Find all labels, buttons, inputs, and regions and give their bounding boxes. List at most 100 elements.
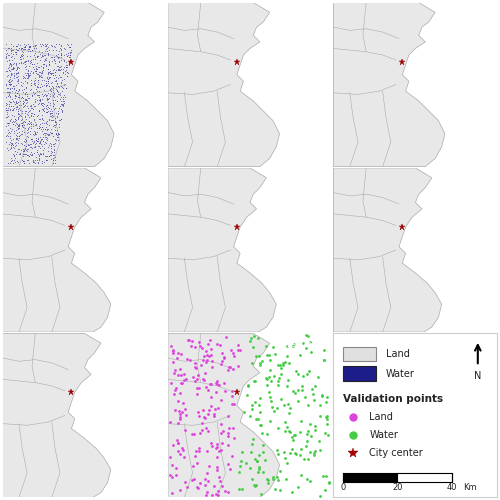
Point bbox=[214, 448, 222, 456]
Point bbox=[60, 74, 68, 82]
Point bbox=[32, 130, 40, 138]
Point bbox=[12, 70, 20, 78]
Point bbox=[24, 151, 32, 159]
Point bbox=[32, 62, 40, 70]
Point bbox=[6, 144, 14, 152]
Point bbox=[57, 115, 65, 123]
Point bbox=[48, 109, 56, 117]
Point bbox=[22, 124, 30, 132]
Point bbox=[271, 350, 279, 358]
Point bbox=[174, 446, 182, 454]
Point bbox=[47, 150, 55, 158]
Text: 23-04-21: 23-04-21 bbox=[286, 174, 327, 184]
Point bbox=[192, 364, 200, 372]
Point bbox=[7, 62, 15, 70]
Point bbox=[248, 359, 256, 367]
Point bbox=[24, 156, 32, 164]
Point bbox=[45, 104, 53, 112]
Point bbox=[25, 44, 33, 52]
Point bbox=[207, 380, 215, 388]
Point bbox=[6, 143, 14, 151]
Text: Land: Land bbox=[370, 412, 394, 422]
Point bbox=[26, 128, 34, 136]
Text: 06-03-21: 06-03-21 bbox=[121, 9, 162, 18]
Point bbox=[258, 441, 266, 449]
Point bbox=[59, 68, 67, 76]
Point bbox=[300, 455, 308, 463]
Point bbox=[26, 106, 34, 114]
Point bbox=[2, 92, 10, 100]
Point bbox=[27, 120, 35, 128]
Point bbox=[177, 350, 185, 358]
Point bbox=[18, 59, 26, 67]
Point bbox=[18, 130, 26, 138]
Point bbox=[17, 81, 25, 89]
Point bbox=[316, 492, 324, 500]
Point bbox=[60, 57, 68, 65]
Point bbox=[272, 472, 280, 480]
Point bbox=[32, 136, 40, 143]
Point bbox=[31, 159, 39, 167]
Point bbox=[18, 55, 25, 63]
Point bbox=[242, 459, 250, 467]
Point bbox=[198, 360, 205, 368]
Point bbox=[38, 66, 46, 74]
Point bbox=[189, 372, 197, 380]
Point bbox=[294, 370, 302, 378]
Point bbox=[270, 342, 278, 350]
Point bbox=[228, 452, 236, 460]
Point bbox=[8, 140, 16, 148]
Point bbox=[183, 356, 191, 364]
Point bbox=[33, 84, 41, 92]
Point bbox=[41, 90, 49, 98]
Point bbox=[276, 486, 284, 494]
Point bbox=[62, 61, 70, 69]
Point bbox=[266, 377, 274, 385]
Point bbox=[166, 454, 173, 462]
Point bbox=[56, 42, 64, 50]
Point bbox=[35, 68, 43, 76]
Point bbox=[18, 82, 25, 90]
Point bbox=[52, 87, 60, 95]
Point bbox=[14, 40, 22, 48]
Point bbox=[288, 445, 296, 453]
Point bbox=[188, 336, 196, 344]
Point bbox=[55, 56, 63, 64]
Point bbox=[168, 442, 176, 450]
Point bbox=[284, 376, 292, 384]
Point bbox=[2, 132, 10, 140]
Point bbox=[60, 52, 68, 60]
Point bbox=[32, 142, 40, 150]
Point bbox=[14, 136, 22, 144]
Point bbox=[204, 386, 212, 394]
Point bbox=[54, 133, 62, 141]
Point bbox=[34, 146, 42, 154]
Point bbox=[36, 120, 44, 128]
Point bbox=[18, 47, 26, 55]
Point bbox=[32, 88, 40, 96]
Point bbox=[18, 86, 26, 94]
Point bbox=[52, 88, 60, 96]
Point bbox=[198, 375, 206, 383]
Point bbox=[202, 348, 210, 356]
Point bbox=[36, 74, 44, 82]
Point bbox=[54, 58, 62, 66]
Point bbox=[184, 482, 192, 490]
Point bbox=[50, 122, 58, 130]
Point bbox=[12, 126, 20, 134]
Point bbox=[298, 386, 306, 394]
Point bbox=[14, 144, 22, 152]
Point bbox=[296, 445, 304, 453]
Point bbox=[49, 100, 57, 108]
Point bbox=[28, 151, 36, 159]
Point bbox=[14, 46, 22, 54]
Point bbox=[58, 106, 66, 114]
Point bbox=[175, 407, 183, 415]
Point bbox=[57, 114, 65, 122]
Point bbox=[6, 75, 14, 83]
Point bbox=[322, 415, 330, 423]
Point bbox=[4, 64, 12, 72]
Point bbox=[305, 366, 313, 374]
Point bbox=[12, 48, 20, 56]
Point bbox=[23, 102, 31, 110]
